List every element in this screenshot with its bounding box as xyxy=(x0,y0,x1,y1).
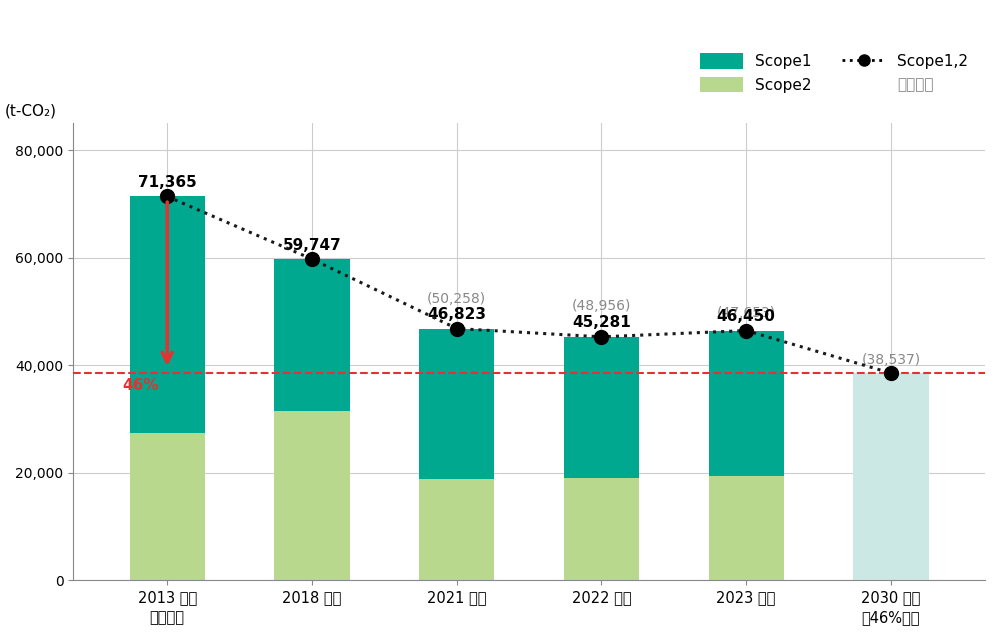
Text: 59,747: 59,747 xyxy=(283,237,341,253)
Text: (48,956): (48,956) xyxy=(572,299,631,313)
Text: 46%: 46% xyxy=(122,378,159,393)
Text: 46,450: 46,450 xyxy=(717,309,776,324)
Text: (t-CO₂): (t-CO₂) xyxy=(5,104,57,118)
Bar xyxy=(564,337,639,478)
Bar xyxy=(709,476,784,580)
Text: 71,365: 71,365 xyxy=(138,175,197,190)
Bar xyxy=(274,259,350,411)
Bar xyxy=(274,411,350,580)
Text: (47,653): (47,653) xyxy=(717,306,776,320)
Text: 45,281: 45,281 xyxy=(572,316,631,330)
Text: 46,823: 46,823 xyxy=(427,307,486,322)
Legend: Scope1, Scope2, Scope1,2, （目標）: Scope1, Scope2, Scope1,2, （目標） xyxy=(700,53,968,93)
Bar xyxy=(130,196,205,433)
Bar xyxy=(419,479,494,580)
Bar xyxy=(564,478,639,580)
Text: (50,258): (50,258) xyxy=(427,292,486,306)
Bar xyxy=(709,330,784,476)
Bar xyxy=(853,373,929,580)
Bar xyxy=(419,328,494,479)
Bar xyxy=(130,433,205,580)
Text: (38,537): (38,537) xyxy=(861,353,920,367)
